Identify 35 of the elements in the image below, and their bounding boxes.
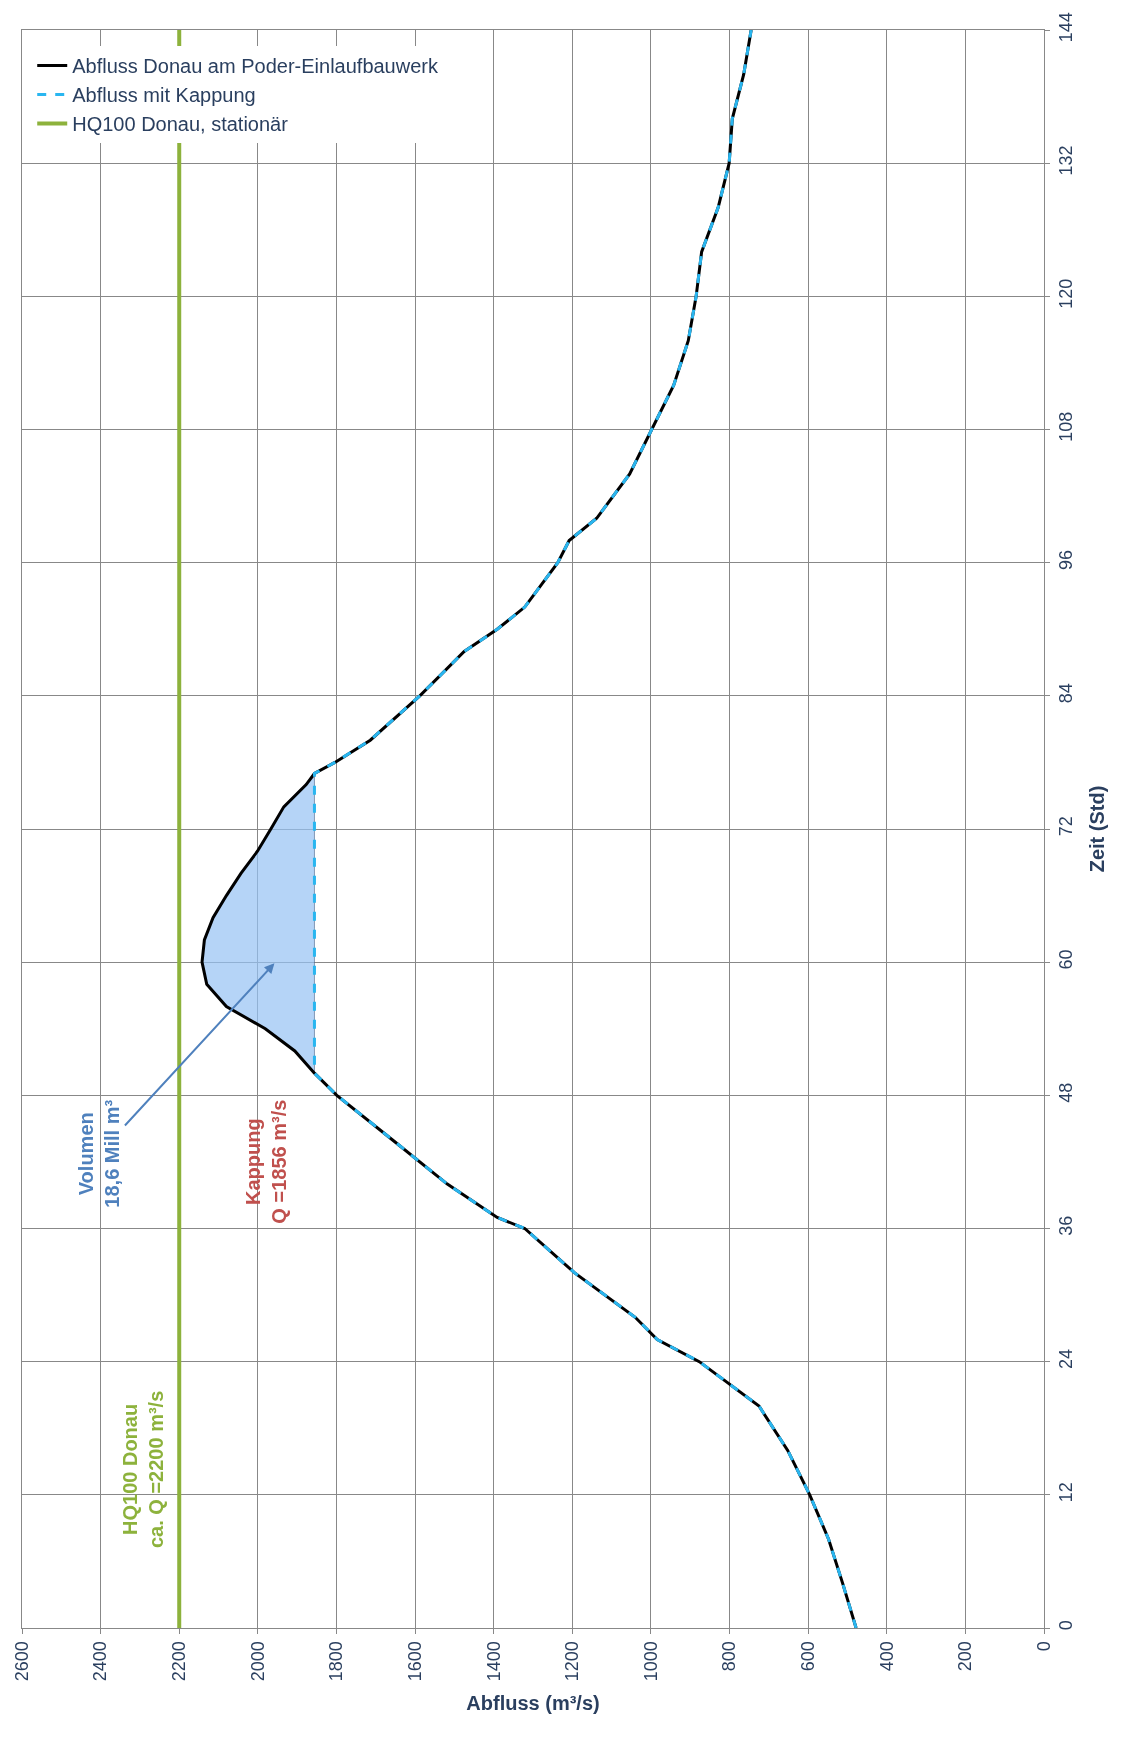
y-tick-label: 60 xyxy=(1055,949,1076,970)
x-tick-label: 0 xyxy=(1033,1641,1054,1652)
x-tick-label: 2000 xyxy=(247,1641,268,1682)
x-tick-label: 200 xyxy=(955,1641,976,1672)
x-tick-label: 1200 xyxy=(562,1641,583,1682)
legend-label: HQ100 Donau, stationär xyxy=(72,113,289,136)
legend-label: Abfluss Donau am Poder-Einlaufbauwerk xyxy=(72,55,439,78)
x-axis-title: Abfluss (m³/s) xyxy=(466,1691,600,1714)
y-tick-label: 120 xyxy=(1055,278,1076,309)
x-tick-label: 2600 xyxy=(11,1641,32,1682)
y-tick-label: 36 xyxy=(1055,1215,1076,1236)
y-tick-label: 24 xyxy=(1055,1348,1076,1369)
y-tick-label: 84 xyxy=(1055,683,1076,704)
legend-label: Abfluss mit Kappung xyxy=(72,84,256,107)
y-tick-label: 0 xyxy=(1055,1620,1076,1631)
y-tick-label: 96 xyxy=(1055,549,1076,570)
x-tick-label: 2400 xyxy=(90,1641,111,1682)
y-tick-label: 108 xyxy=(1055,411,1076,442)
x-tick-label: 1400 xyxy=(483,1641,504,1682)
x-tick-label: 800 xyxy=(719,1641,740,1672)
y-tick-label: 144 xyxy=(1055,12,1076,43)
x-tick-label: 2200 xyxy=(169,1641,190,1682)
x-tick-label: 1800 xyxy=(326,1641,347,1682)
annotation: Volumen 18,6 Mill m³ xyxy=(75,1099,124,1208)
y-tick-label: 72 xyxy=(1055,816,1076,837)
x-tick-label: 600 xyxy=(798,1641,818,1672)
y-tick-label: 132 xyxy=(1055,145,1076,176)
annotation: Kappung Q =1856 m³/s xyxy=(241,1099,290,1224)
x-tick-label: 400 xyxy=(876,1641,897,1672)
x-tick-label: 1000 xyxy=(640,1641,661,1682)
y-tick-label: 12 xyxy=(1055,1482,1076,1503)
y-tick-label: 48 xyxy=(1055,1082,1076,1103)
y-axis-title: Zeit (Std) xyxy=(1086,785,1109,873)
x-tick-label: 1600 xyxy=(404,1641,425,1682)
annotation: HQ100 Donau ca. Q =2200 m³/s xyxy=(119,1390,168,1549)
